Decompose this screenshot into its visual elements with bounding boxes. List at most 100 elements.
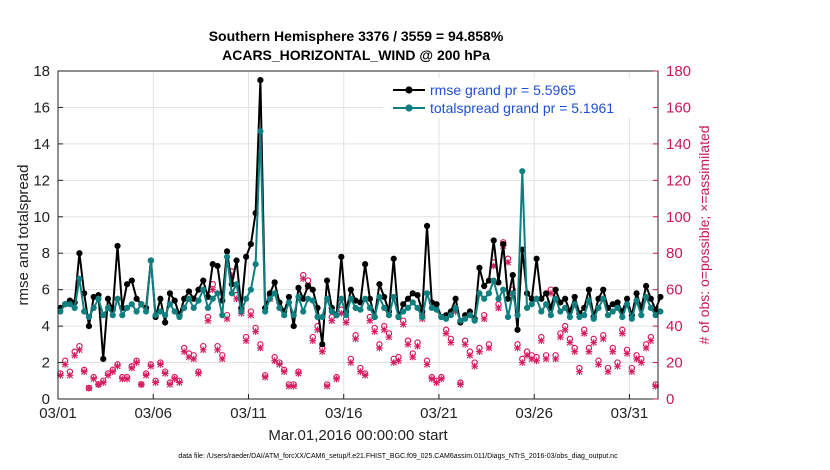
totalspread-point xyxy=(347,295,354,302)
obs-assimilated-point xyxy=(123,375,131,383)
obs-assimilated-point xyxy=(71,351,79,359)
y-right-tick-label-9: 180 xyxy=(666,63,691,80)
totalspread-point xyxy=(309,297,316,304)
rmse-point xyxy=(90,293,97,301)
obs-assimilated-point xyxy=(414,342,421,350)
rmse-point xyxy=(542,290,550,297)
obs-assimilated-point xyxy=(533,357,540,365)
rmse-point xyxy=(352,297,359,304)
rmse-point xyxy=(123,281,131,288)
rmse-point xyxy=(366,295,374,302)
totalspread-point xyxy=(557,308,564,315)
obs-assimilated-point xyxy=(104,371,112,379)
totalspread-point xyxy=(562,304,569,311)
obs-assimilated-point xyxy=(476,348,483,355)
obs-assimilated-point xyxy=(280,368,288,376)
totalspread-point xyxy=(323,295,331,302)
totalspread-point xyxy=(438,313,445,321)
obs-assimilated-point xyxy=(571,348,579,355)
totalspread-point xyxy=(90,304,97,311)
totalspread-point xyxy=(485,290,493,297)
y-tick-label-9: 18 xyxy=(33,63,50,80)
rmse-point xyxy=(495,279,502,286)
totalspread-point xyxy=(366,304,374,311)
totalspread-point xyxy=(76,275,83,282)
obs-assimilated-point xyxy=(576,368,583,376)
totalspread-point xyxy=(147,257,154,264)
rmse-point xyxy=(376,281,383,288)
obs-assimilated-point xyxy=(514,344,521,352)
rmse-point xyxy=(300,295,307,302)
obs-assimilated-point xyxy=(252,328,259,335)
totalspread-point xyxy=(238,308,245,315)
rmse-point xyxy=(157,295,164,302)
totalspread-point xyxy=(85,313,93,321)
y-tick-label-1: 2 xyxy=(42,355,50,372)
totalspread-point xyxy=(647,304,654,311)
totalspread-point xyxy=(181,304,188,311)
obs-assimilated-point xyxy=(580,330,588,337)
rmse-point xyxy=(647,295,654,302)
rmse-point xyxy=(533,255,540,262)
rmse-point xyxy=(209,261,216,268)
totalspread-point xyxy=(581,312,588,319)
y-axis-left: 0 2 4 6 8 10 12 14 16 18 xyxy=(33,63,63,408)
obs-assimilated-point xyxy=(276,361,283,368)
totalspread-point xyxy=(533,295,540,302)
rmse-point xyxy=(100,355,107,363)
totalspread-point xyxy=(595,304,602,311)
rmse-point xyxy=(128,277,135,284)
rmse-point xyxy=(162,319,169,326)
totalspread-point xyxy=(71,304,78,311)
rmse-point xyxy=(500,241,507,248)
totalspread-point xyxy=(319,313,326,321)
obs-assimilated-point xyxy=(466,351,474,359)
obs-assimilated-point xyxy=(480,315,488,323)
totalspread-point xyxy=(466,312,474,319)
y-right-tick-label-4: 80 xyxy=(666,245,683,262)
totalspread-point xyxy=(233,281,240,288)
obs-assimilated-point xyxy=(642,344,650,352)
obs-assimilated-point xyxy=(318,348,326,355)
obs-assimilated-point xyxy=(399,320,407,328)
obs-assimilated-point xyxy=(557,333,564,341)
totalspread-point xyxy=(152,312,159,319)
totalspread-point xyxy=(242,295,250,302)
totalspread-point xyxy=(495,295,502,302)
totalspread-point xyxy=(223,253,231,260)
rmse-point xyxy=(609,301,616,308)
obs-assimilated-point xyxy=(485,344,493,352)
obs-assimilated-point xyxy=(637,359,645,366)
totalspread-point xyxy=(381,304,388,311)
totalspread-point xyxy=(247,286,254,293)
rmse-point xyxy=(614,299,621,306)
totalspread-point xyxy=(114,295,121,302)
rmse-point xyxy=(247,241,254,248)
rmse-point xyxy=(114,242,121,250)
obs-assimilated-point xyxy=(423,361,431,368)
totalspread-point xyxy=(509,290,516,297)
obs-assimilated-point xyxy=(204,317,212,325)
totalspread-point xyxy=(385,312,393,319)
rmse-point xyxy=(404,295,412,302)
obs-assimilated-point xyxy=(471,362,479,370)
obs-assimilated-point xyxy=(366,317,374,325)
obs-assimilated-point xyxy=(137,381,145,388)
y-axis-label: rmse and totalspread xyxy=(15,165,32,306)
totalspread-point xyxy=(590,315,597,322)
obs-assimilated-point xyxy=(357,368,364,376)
totalspread-point xyxy=(371,313,378,321)
y-axis-right: 0 20 40 60 80 100 120 140 160 180 xyxy=(653,63,691,408)
totalspread-point xyxy=(571,301,578,308)
rmse-point xyxy=(290,323,297,330)
rmse-point xyxy=(304,282,312,290)
totalspread-point xyxy=(566,313,574,321)
totalspread-point xyxy=(62,301,69,308)
totalspread-point xyxy=(452,304,459,311)
y-right-tick-label-3: 60 xyxy=(666,282,683,299)
rmse-point xyxy=(600,286,607,293)
obs-assimilated-point xyxy=(352,335,359,343)
y-tick-label-6: 12 xyxy=(33,172,50,189)
obs-assimilated-point xyxy=(66,371,74,379)
totalspread-point xyxy=(523,304,531,311)
